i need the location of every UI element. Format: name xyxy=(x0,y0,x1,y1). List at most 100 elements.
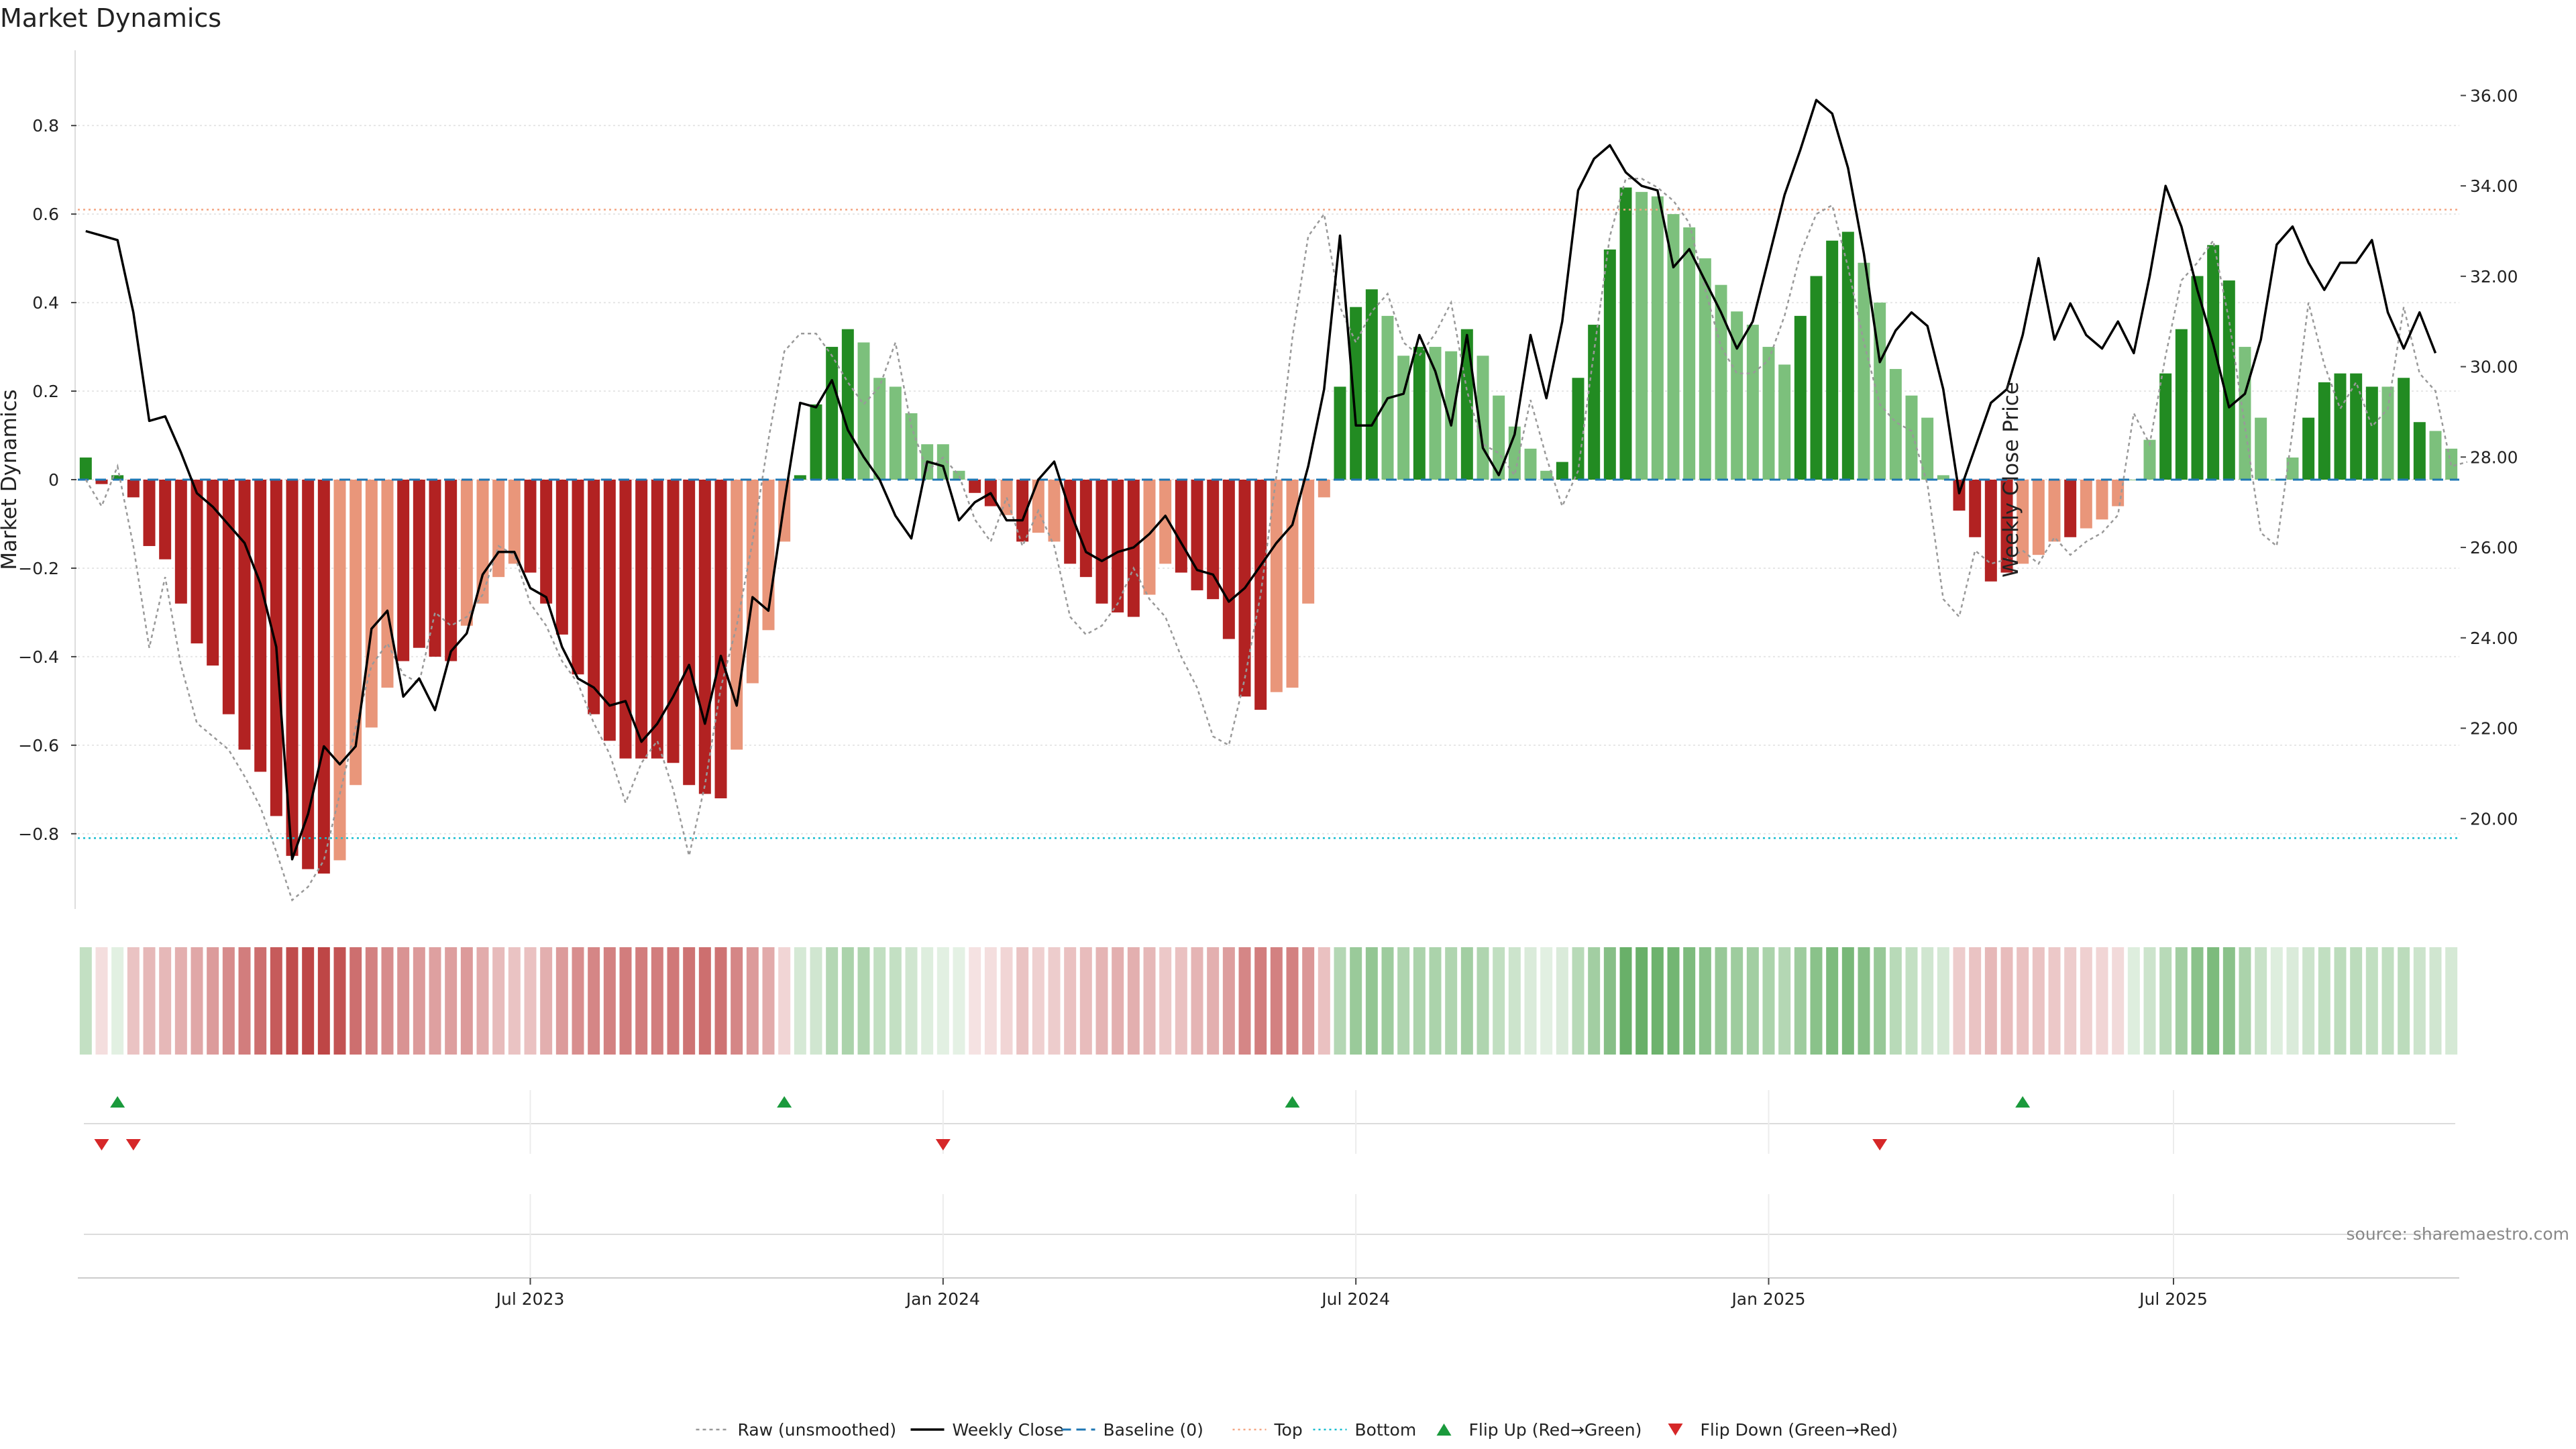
flip-up-marker xyxy=(1285,1096,1300,1108)
strength-cell xyxy=(2350,947,2363,1055)
flip-down-marker xyxy=(94,1139,109,1150)
strength-cell xyxy=(1937,947,1949,1055)
strength-cell xyxy=(841,947,854,1055)
strength-cell xyxy=(1984,947,1997,1055)
dynamics-bar xyxy=(1302,480,1315,604)
y-left-tick-label: 0 xyxy=(48,470,59,490)
strength-cell xyxy=(413,947,425,1055)
y-left-tick-label: −0.2 xyxy=(18,559,59,578)
dynamics-bar xyxy=(2239,347,2251,480)
y-left-tick-label: 0.4 xyxy=(32,293,59,313)
dynamics-bar xyxy=(2064,480,2077,537)
dynamics-bar xyxy=(969,480,981,493)
dynamics-bar xyxy=(1048,480,1061,542)
strength-cell xyxy=(1365,947,1378,1055)
dynamics-bar xyxy=(1175,480,1187,573)
strength-cell xyxy=(1778,947,1791,1055)
legend-item: Top xyxy=(1232,1420,1303,1440)
strength-cell xyxy=(1921,947,1934,1055)
strength-cell xyxy=(1048,947,1061,1055)
dynamics-bar xyxy=(254,480,267,772)
y-axis-left-label: Market Dynamics xyxy=(0,389,21,570)
dynamics-bar xyxy=(1588,325,1601,480)
dynamics-bar xyxy=(1794,315,1807,480)
strength-cell xyxy=(2302,947,2315,1055)
strength-cell xyxy=(429,947,441,1055)
strength-cell xyxy=(1810,947,1823,1055)
strength-cell xyxy=(127,947,140,1055)
strength-cell xyxy=(207,947,219,1055)
legend-item: Flip Up (Red→Green) xyxy=(1436,1420,1642,1440)
dynamics-bar xyxy=(1635,192,1648,480)
dynamics-bar xyxy=(667,480,680,763)
strength-cell xyxy=(714,947,727,1055)
strength-cell xyxy=(1493,947,1505,1055)
flip-up-marker xyxy=(777,1096,792,1108)
dynamics-bar xyxy=(826,347,839,480)
dynamics-bar xyxy=(2048,480,2061,542)
dynamics-bar xyxy=(698,480,711,794)
dynamics-bar xyxy=(508,480,521,564)
dynamics-bar xyxy=(1762,347,1775,480)
dynamics-bar xyxy=(1731,311,1743,480)
dynamics-bar xyxy=(127,480,140,498)
dynamics-bar xyxy=(143,480,156,546)
dynamics-bar xyxy=(2000,480,2013,573)
strength-cell xyxy=(1683,947,1696,1055)
dynamics-bar xyxy=(1112,480,1124,612)
source-label: source: sharemaestro.com xyxy=(2347,1224,2570,1244)
strength-cell xyxy=(79,947,92,1055)
dynamics-bar xyxy=(1937,475,1949,480)
dynamics-bar xyxy=(2365,386,2378,480)
strength-cell xyxy=(1841,947,1854,1055)
legend-item: Weekly Close xyxy=(910,1420,1064,1440)
dynamics-bar xyxy=(1016,480,1029,542)
dynamics-bar xyxy=(1699,258,1711,480)
strength-cell xyxy=(2064,947,2077,1055)
dynamics-bar xyxy=(429,480,441,657)
dynamics-bar xyxy=(1540,470,1553,480)
strength-cell xyxy=(1619,947,1632,1055)
legend-label: Baseline (0) xyxy=(1104,1420,1203,1440)
dynamics-bar xyxy=(540,480,553,604)
strength-cell xyxy=(1318,947,1330,1055)
raw-unsmoothed-line xyxy=(85,178,2468,902)
strength-cell xyxy=(2413,947,2426,1055)
strength-cell xyxy=(2048,947,2061,1055)
y-right-tick-label: 22.00 xyxy=(2470,719,2518,739)
strength-cell xyxy=(1715,947,1727,1055)
dynamics-bar xyxy=(1524,448,1537,480)
strength-cell xyxy=(2127,947,2140,1055)
strength-cell xyxy=(1286,947,1299,1055)
dynamics-bar xyxy=(1445,351,1458,480)
strength-cell xyxy=(905,947,918,1055)
dynamics-bar xyxy=(397,480,410,661)
dynamics-bar xyxy=(2207,245,2220,480)
strength-cell xyxy=(460,947,473,1055)
strength-cell xyxy=(2318,947,2330,1055)
legend-label: Flip Up (Red→Green) xyxy=(1469,1420,1642,1440)
chart-legend: Raw (unsmoothed) Weekly Close Baseline (0)… xyxy=(696,1420,1898,1440)
strength-cell xyxy=(1731,947,1743,1055)
legend-label: Top xyxy=(1274,1420,1303,1440)
strength-cell xyxy=(1969,947,1982,1055)
strength-cell xyxy=(317,947,330,1055)
strength-cell xyxy=(1397,947,1410,1055)
flip-up-marker xyxy=(110,1096,125,1108)
dynamics-bar xyxy=(2222,280,2235,480)
dynamics-bar xyxy=(841,329,854,480)
strength-cell xyxy=(667,947,680,1055)
strength-cell xyxy=(921,947,934,1055)
dynamics-bar xyxy=(714,480,727,799)
y-axis-left-ticks: 0.8 0.6 0.4 0.2 0 −0.2 −0.4 −0.6 −0.8 xyxy=(18,116,76,844)
dynamics-bar xyxy=(1191,480,1203,590)
dynamics-bar xyxy=(445,480,458,661)
strength-cell xyxy=(1603,947,1616,1055)
strength-cell xyxy=(1127,947,1140,1055)
y-left-tick-label: 0.2 xyxy=(32,382,59,401)
strength-cell xyxy=(2398,947,2410,1055)
legend-label: Raw (unsmoothed) xyxy=(738,1420,897,1440)
strength-cell xyxy=(2017,947,2029,1055)
dynamics-bar xyxy=(1143,480,1156,595)
strength-cell xyxy=(731,947,743,1055)
